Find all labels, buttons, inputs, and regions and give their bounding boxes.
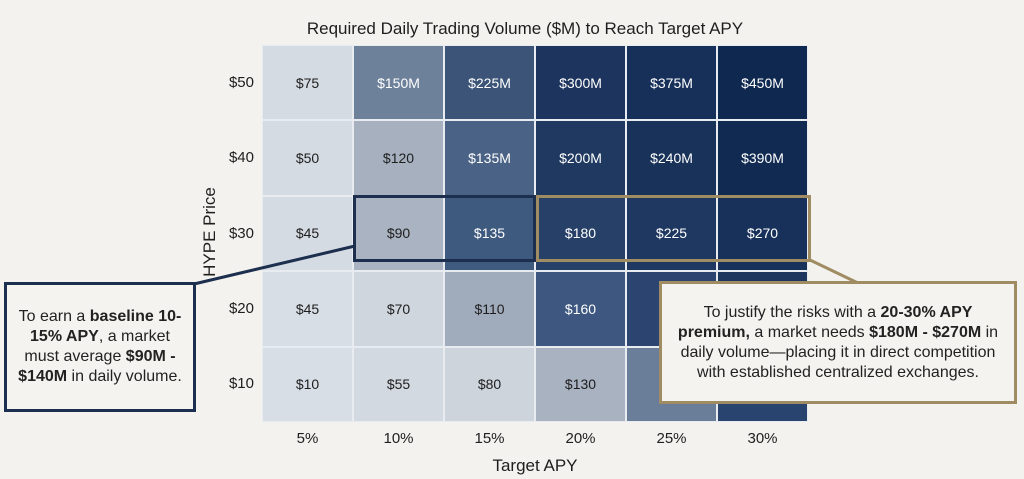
- premium-connector: [809, 258, 859, 285]
- x-tick-label: 20%: [565, 430, 596, 447]
- heatmap-cell: $160: [535, 271, 626, 347]
- heatmap-cell: $90: [353, 195, 444, 272]
- callout-premium: To justify the risks with a 20-30% APY p…: [659, 281, 1017, 404]
- highlight-premium: [536, 195, 811, 262]
- x-tick-label: 10%: [383, 430, 414, 447]
- x-tick-label: 25%: [656, 430, 687, 447]
- heatmap-cell: $225M: [444, 45, 535, 121]
- x-tick-label: 30%: [747, 430, 778, 447]
- heatmap-cell: $225: [626, 195, 717, 272]
- y-tick-label: $20: [228, 299, 254, 317]
- chart-title: Required Daily Trading Volume ($M) to Re…: [306, 19, 744, 38]
- heatmap-cell: $135M: [444, 120, 535, 196]
- heatmap-cell: $75: [262, 45, 353, 121]
- heatmap-cell: $270: [717, 195, 808, 272]
- highlight-baseline: [353, 195, 536, 262]
- baseline-connector: [193, 244, 356, 286]
- heatmap-cell: $50: [262, 120, 353, 196]
- heatmap-cell: $240M: [626, 120, 717, 196]
- heatmap-cell: $110: [444, 271, 535, 347]
- y-tick-label: $40: [228, 149, 254, 167]
- callout-baseline: To earn a baseline 10-15% APY, a market …: [4, 282, 196, 412]
- heatmap-cell: $10: [262, 346, 353, 422]
- y-tick-label: $30: [228, 224, 254, 242]
- heatmap-cell: $120: [353, 120, 444, 196]
- heatmap-cell: $130: [535, 346, 626, 422]
- x-tick-label: 15%: [474, 430, 505, 447]
- heatmap-cell: $80: [444, 346, 535, 422]
- heatmap-cell: $375M: [626, 45, 717, 121]
- heatmap-cell: $150M: [353, 45, 444, 121]
- heatmap-cell: $70: [353, 271, 444, 347]
- heatmap-cell: $300M: [535, 45, 626, 121]
- heatmap-cell: $200M: [535, 120, 626, 196]
- x-tick-label: 5%: [296, 430, 319, 447]
- heatmap-cell: $55: [353, 346, 444, 422]
- heatmap-cell: $45: [262, 271, 353, 347]
- y-tick-label: $10: [228, 375, 254, 393]
- x-axis-label: Target APY: [492, 456, 578, 475]
- y-tick-label: $50: [228, 73, 254, 91]
- heatmap-cell: $450M: [717, 45, 808, 121]
- heatmap-cell: $390M: [717, 120, 808, 196]
